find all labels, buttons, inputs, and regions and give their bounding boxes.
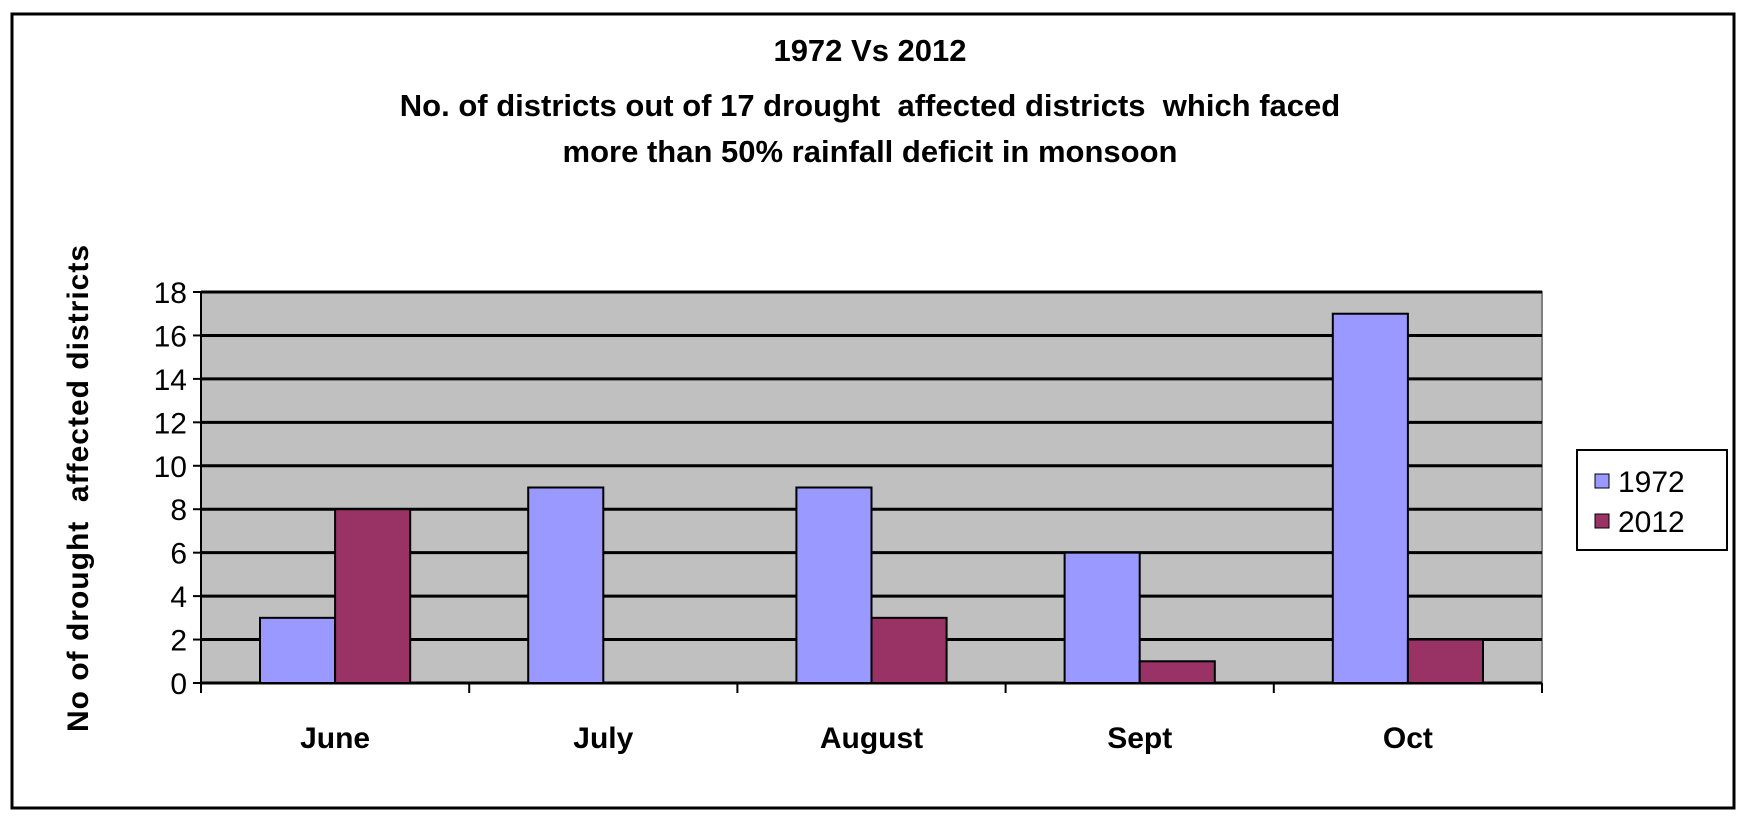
y-tick-label: 12 (154, 407, 187, 440)
x-tick-label: July (573, 722, 633, 755)
y-axis-label: No of drought affected districts (62, 244, 95, 732)
y-tick-label: 8 (170, 494, 187, 527)
bar-2012-oct (1406, 638, 1484, 684)
legend-label-1972: 1972 (1618, 466, 1685, 499)
chart-title-line-3: more than 50% rainfall deficit in monsoo… (563, 134, 1178, 169)
chart-title-line-2: No. of districts out of 17 drought affec… (400, 88, 1340, 123)
x-tick-label: June (300, 722, 370, 755)
x-tick-label: August (820, 722, 923, 755)
bar-2012-june (334, 508, 412, 684)
bar-2012-sept (1138, 660, 1216, 684)
legend-box (1576, 449, 1728, 551)
y-tick-label: 0 (170, 668, 187, 701)
x-tick-label: Oct (1383, 722, 1433, 755)
legend-swatch-1972 (1594, 473, 1610, 489)
y-tick-label: 6 (170, 538, 187, 571)
bar-1972-june (259, 616, 337, 684)
legend-swatch-2012 (1594, 513, 1610, 529)
bar-1972-august (795, 486, 873, 684)
bar-1972-oct (1331, 312, 1409, 684)
bar-1972-sept (1063, 551, 1141, 685)
chart-title-line-1: 1972 Vs 2012 (773, 33, 966, 68)
bar-1972-july (527, 486, 605, 684)
y-tick-label: 10 (154, 451, 187, 484)
y-tick-label: 2 (170, 625, 187, 658)
bar-2012-august (870, 616, 948, 684)
y-tick-label: 18 (154, 277, 187, 310)
legend-label-2012: 2012 (1618, 506, 1685, 539)
y-tick-label: 4 (170, 581, 187, 614)
legend: 1972 2012 (1576, 449, 1728, 551)
y-tick-label: 16 (154, 320, 187, 353)
y-tick-label: 14 (154, 364, 187, 397)
x-tick-label: Sept (1107, 722, 1172, 755)
